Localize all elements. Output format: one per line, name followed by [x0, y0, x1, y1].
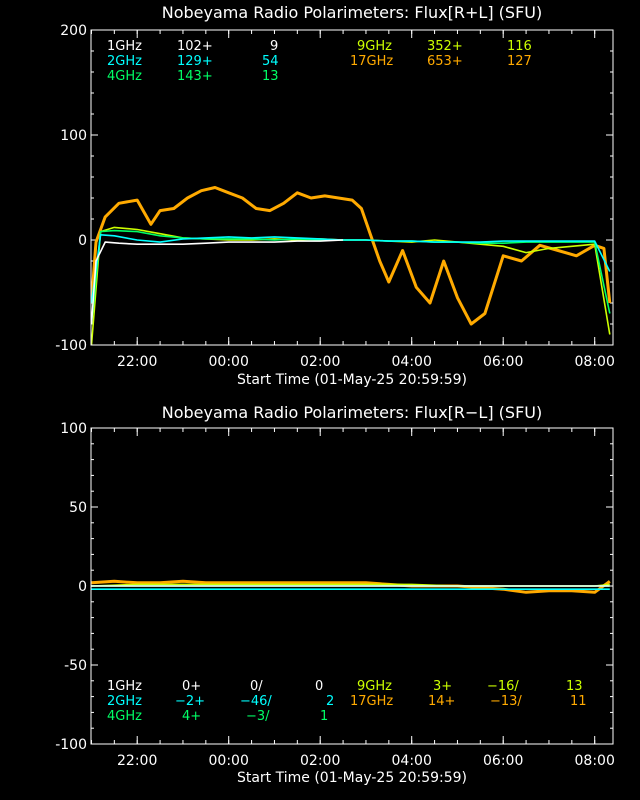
- panel2-ytick-label: 50: [69, 500, 87, 516]
- legend2-2ghz-c: 2: [326, 694, 334, 709]
- panel2-xtick-label: 00:00: [209, 753, 249, 769]
- panel2-x-tick-labels: 22:00 00:00 02:00 04:00 06:00 08:00: [117, 753, 615, 769]
- panel-flux-r-plus-l: Nobeyama Radio Polarimeters: Flux[R+L] (…: [55, 3, 615, 388]
- legend2-2ghz-a: −2+: [175, 694, 205, 709]
- legend1-1ghz-base: 102+: [177, 39, 213, 54]
- panel1-xtick-label: 06:00: [483, 354, 523, 370]
- panel1-series-17ghz: [91, 186, 612, 326]
- panel2-frame: [90, 427, 614, 745]
- legend2-17ghz-b: −13/: [490, 694, 522, 709]
- panel1-xlabel: Start Time (01-May-25 20:59:59): [237, 372, 467, 388]
- panel2-xtick-label: 08:00: [575, 753, 615, 769]
- legend2-1ghz-b: 0/: [250, 679, 263, 694]
- legend1-17ghz-band: 17GHz: [350, 54, 393, 69]
- legend2-17ghz-a: 14+: [428, 694, 455, 709]
- panel2-xtick-label: 02:00: [300, 753, 340, 769]
- panel1-legend: 1GHz 102+ 9 2GHz 129+ 54 4GHz 143+ 13 9G…: [107, 39, 532, 84]
- legend2-2ghz-band: 2GHz: [107, 694, 142, 709]
- legend2-1ghz-band: 1GHz: [107, 679, 142, 694]
- legend2-4ghz-a: 4+: [182, 709, 201, 724]
- panel1-frame: [90, 29, 614, 346]
- legend1-4ghz-band: 4GHz: [107, 69, 142, 84]
- panel1-xtick-label: 22:00: [117, 354, 157, 370]
- panel2-ytick-label: 100: [60, 421, 87, 437]
- panel2-ytick-label: -50: [64, 658, 87, 674]
- legend1-2ghz-value: 54: [262, 54, 279, 69]
- panel1-y-tick-labels: -100 0 100 200: [55, 23, 87, 354]
- panel1-ytick-label: 0: [78, 233, 87, 249]
- legend2-1ghz-c: 0: [315, 679, 323, 694]
- panel2-plot-area: [91, 579, 611, 594]
- panel1-x-tick-labels: 22:00 00:00 02:00 04:00 06:00 08:00: [117, 354, 615, 370]
- legend1-4ghz-value: 13: [262, 69, 279, 84]
- legend2-17ghz-band: 17GHz: [350, 694, 393, 709]
- panel1-ytick-label: 200: [60, 23, 87, 39]
- panel1-series-1ghz: [91, 239, 344, 325]
- panel1-ytick-label: -100: [55, 338, 87, 354]
- panel1-xtick-label: 02:00: [300, 354, 340, 370]
- legend2-4ghz-b: −3/: [246, 709, 270, 724]
- legend1-9ghz-band: 9GHz: [357, 39, 392, 54]
- panel2-xtick-label: 22:00: [117, 753, 157, 769]
- panel2-xlabel: Start Time (01-May-25 20:59:59): [237, 770, 467, 786]
- panel1-ytick-label: 100: [60, 128, 87, 144]
- panel2-y-tick-labels: -100 -50 0 50 100: [55, 421, 87, 753]
- legend2-1ghz-a: 0+: [182, 679, 201, 694]
- panel2-xtick-label: 04:00: [392, 753, 432, 769]
- legend2-17ghz-c: 11: [570, 694, 587, 709]
- legend1-2ghz-base: 129+: [177, 54, 213, 69]
- legend1-9ghz-base: 352+: [427, 39, 463, 54]
- panel1-xtick-label: 08:00: [575, 354, 615, 370]
- panel-flux-r-minus-l: Nobeyama Radio Polarimeters: Flux[R−L] (…: [55, 403, 615, 786]
- legend1-4ghz-base: 143+: [177, 69, 213, 84]
- legend1-2ghz-band: 2GHz: [107, 54, 142, 69]
- panel1-title: Nobeyama Radio Polarimeters: Flux[R+L] (…: [162, 3, 542, 22]
- panel1-plot-area: [91, 186, 612, 345]
- panel2-legend: 1GHz 0+ 0/ 0 2GHz −2+ −46/ 2 4GHz 4+ −3/…: [107, 679, 587, 724]
- panel2-series-group: [91, 579, 611, 594]
- legend1-17ghz-base: 653+: [427, 54, 463, 69]
- legend2-4ghz-band: 4GHz: [107, 709, 142, 724]
- legend2-9ghz-b: −16/: [487, 679, 519, 694]
- legend2-9ghz-c: 13: [566, 679, 583, 694]
- panel1-xtick-label: 04:00: [392, 354, 432, 370]
- panel2-ytick-label: 0: [78, 579, 87, 595]
- legend2-2ghz-b: −46/: [240, 694, 272, 709]
- panel2-xtick-label: 06:00: [483, 753, 523, 769]
- legend1-17ghz-value: 127: [507, 54, 532, 69]
- legend2-9ghz-a: 3+: [433, 679, 452, 694]
- panel2-ytick-label: -100: [55, 737, 87, 753]
- legend2-9ghz-band: 9GHz: [357, 679, 392, 694]
- panel2-series-17ghz: [91, 579, 611, 594]
- legend2-4ghz-c: 1: [320, 709, 328, 724]
- legend1-1ghz-value: 9: [270, 39, 278, 54]
- legend1-1ghz-band: 1GHz: [107, 39, 142, 54]
- panel1-xtick-label: 00:00: [209, 354, 249, 370]
- panel2-title: Nobeyama Radio Polarimeters: Flux[R−L] (…: [162, 403, 542, 422]
- panel1-series-group: [91, 186, 612, 345]
- legend1-9ghz-value: 116: [507, 39, 532, 54]
